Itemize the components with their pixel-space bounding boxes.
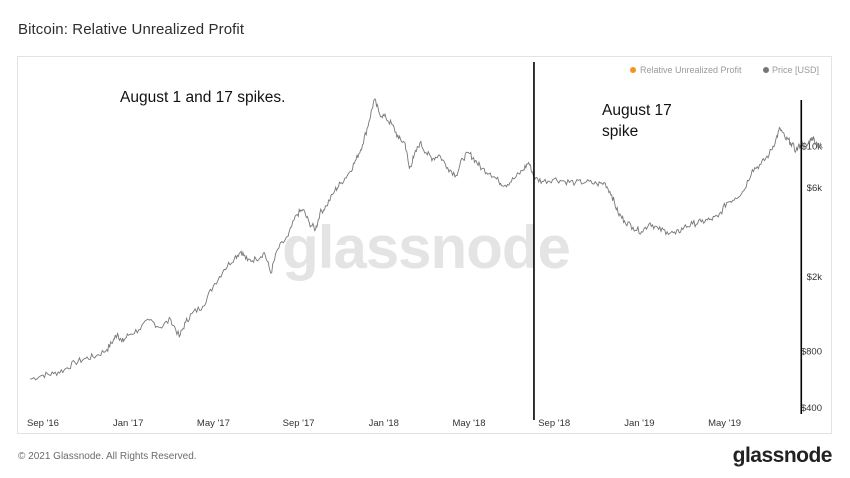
x-tick-label: Jan '17	[113, 418, 143, 429]
brand-logo: glassnode	[732, 444, 833, 467]
y-tick-label: $6k	[807, 183, 823, 194]
vertical-markers	[533, 62, 803, 420]
x-tick-label: May '18	[453, 418, 486, 429]
annotation-aug-17-line2: spike	[602, 123, 638, 140]
legend-rup-label: Relative Unrealized Profit	[640, 65, 742, 75]
y-tick-label: $2k	[807, 272, 823, 283]
x-axis: Sep '16 Jan '17 May '17 Sep '17 Jan '18 May '…	[27, 418, 741, 429]
y-tick-label: $400	[801, 403, 822, 414]
annotation-aug-1-17: August 1 and 17 spikes.	[120, 89, 285, 106]
copyright-text: © 2021 Glassnode. All Rights Reserved.	[18, 451, 197, 462]
chart-title: Bitcoin: Relative Unrealized Profit	[18, 21, 245, 38]
x-tick-label: Jan '18	[369, 418, 399, 429]
y-axis: $10k $6k $2k $800 $400	[801, 141, 822, 414]
x-tick-label: May '19	[708, 418, 741, 429]
legend-price-label: Price [USD]	[772, 65, 819, 75]
chart-container	[17, 56, 832, 434]
x-tick-label: May '17	[197, 418, 230, 429]
watermark-text: glassnode	[282, 214, 570, 281]
annotation-aug-17-line1: August 17	[602, 102, 672, 119]
price-series-line	[30, 98, 823, 381]
legend-rup-swatch	[630, 67, 636, 73]
chart-legend: Relative Unrealized Profit Price [USD]	[630, 65, 819, 75]
y-tick-label: $10k	[801, 141, 822, 152]
x-tick-label: Sep '18	[538, 418, 570, 429]
legend-price-swatch	[763, 67, 769, 73]
x-tick-label: Sep '16	[27, 418, 59, 429]
x-tick-label: Sep '17	[283, 418, 315, 429]
y-tick-label: $800	[801, 347, 822, 358]
x-tick-label: Jan '19	[624, 418, 654, 429]
